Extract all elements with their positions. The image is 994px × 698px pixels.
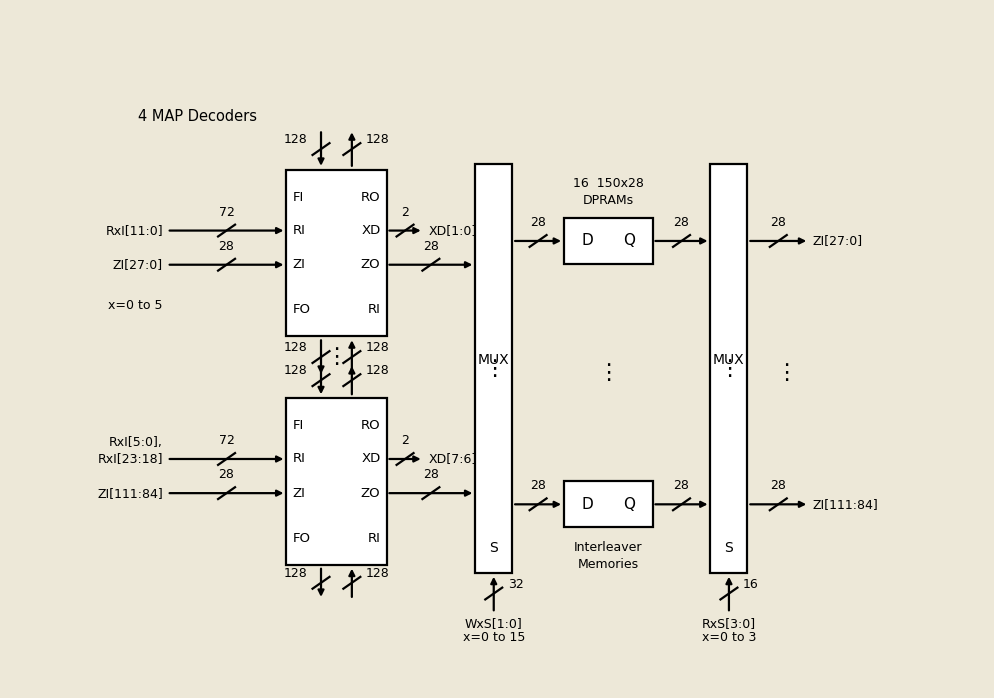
Text: ZI[111:84]: ZI[111:84] [97,487,163,500]
Bar [710,165,746,573]
Text: DPRAMs: DPRAMs [582,194,633,207]
Text: 4 MAP Decoders: 4 MAP Decoders [138,108,257,124]
Text: 128: 128 [283,567,307,580]
Text: 128: 128 [283,133,307,147]
Text: ZI: ZI [292,487,305,500]
Text: 28: 28 [769,216,785,229]
Text: x=0 to 3: x=0 to 3 [701,631,755,644]
Text: XD[7:6]: XD[7:6] [428,452,477,466]
Text: FO: FO [292,532,310,544]
Text: XD: XD [361,452,380,466]
Text: RO: RO [361,191,380,204]
Text: Q: Q [622,497,634,512]
Text: ZI: ZI [292,258,305,272]
Text: 72: 72 [219,206,235,218]
Text: Q: Q [622,233,634,248]
Text: S: S [724,542,733,556]
Text: ⋮: ⋮ [482,359,504,378]
Text: RxI[23:18]: RxI[23:18] [97,452,163,466]
Text: 16: 16 [743,578,757,591]
Text: ZI[27:0]: ZI[27:0] [112,258,163,272]
Text: 28: 28 [769,480,785,493]
Text: D: D [581,497,593,512]
Text: FO: FO [292,303,310,316]
Text: XD: XD [361,224,380,237]
Bar [286,398,386,565]
Text: RI: RI [367,532,380,544]
Text: 128: 128 [366,341,389,355]
Bar [564,482,652,527]
Text: ⋮: ⋮ [774,363,796,383]
Text: 2: 2 [401,206,409,218]
Text: 28: 28 [219,240,235,253]
Text: RxI[11:0]: RxI[11:0] [105,224,163,237]
Text: XD[1:0]: XD[1:0] [428,224,477,237]
Text: 128: 128 [366,133,389,147]
Text: RI: RI [292,452,305,466]
Text: 28: 28 [673,216,689,229]
Bar [475,165,512,573]
Text: RxI[5:0],: RxI[5:0], [109,436,163,450]
Text: ⋮: ⋮ [717,359,740,378]
Text: Interleaver: Interleaver [574,540,642,554]
Text: D: D [581,233,593,248]
Text: ZI[111:84]: ZI[111:84] [812,498,878,511]
Text: WxS[1:0]: WxS[1:0] [464,617,522,630]
Text: 28: 28 [530,480,546,493]
Text: MUX: MUX [713,353,744,367]
Text: MUX: MUX [477,353,509,367]
Text: RxS[3:0]: RxS[3:0] [701,617,755,630]
Text: 128: 128 [283,364,307,378]
Text: RO: RO [361,419,380,432]
Text: 2: 2 [401,434,409,447]
Text: ZO: ZO [361,258,380,272]
Text: 128: 128 [283,341,307,355]
Text: 128: 128 [366,364,389,378]
Text: RI: RI [292,224,305,237]
Bar [564,218,652,264]
Text: x=0 to 15: x=0 to 15 [462,631,525,644]
Text: 16  150x28: 16 150x28 [573,177,643,190]
Text: 32: 32 [507,578,523,591]
Text: S: S [489,542,498,556]
Text: 28: 28 [422,468,438,482]
Bar [286,170,386,336]
Text: FI: FI [292,191,303,204]
Text: FI: FI [292,419,303,432]
Text: 28: 28 [673,480,689,493]
Text: 28: 28 [422,240,438,253]
Text: 28: 28 [219,468,235,482]
Text: ⋮: ⋮ [596,363,618,383]
Text: 128: 128 [366,567,389,580]
Text: 72: 72 [219,434,235,447]
Text: ZO: ZO [361,487,380,500]
Text: RI: RI [367,303,380,316]
Text: x=0 to 5: x=0 to 5 [108,299,163,311]
Text: ⋮: ⋮ [325,346,347,366]
Text: 28: 28 [530,216,546,229]
Text: ZI[27:0]: ZI[27:0] [812,235,862,248]
Text: Memories: Memories [578,558,638,572]
